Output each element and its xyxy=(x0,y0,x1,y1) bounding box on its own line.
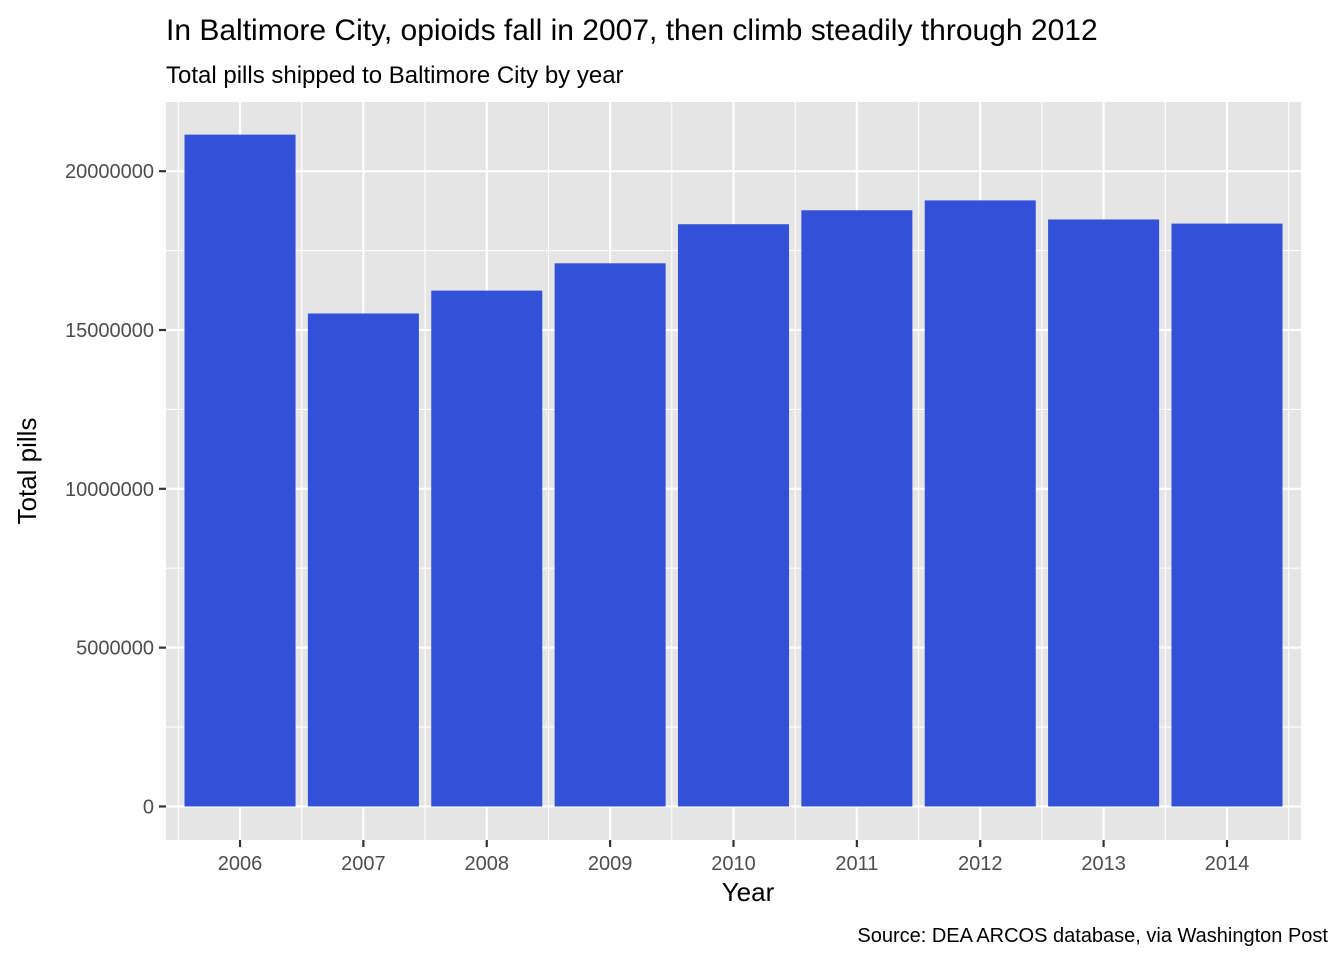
y-axis-label: Total pills xyxy=(12,418,42,525)
x-tick-label: 2009 xyxy=(588,853,633,875)
bar-2013 xyxy=(1048,219,1160,807)
y-axis: 0 5000000 10000000 15000000 20000000 xyxy=(65,161,166,818)
bar-2008 xyxy=(431,290,543,807)
bar-2007 xyxy=(307,313,419,807)
x-tick-label: 2007 xyxy=(341,853,386,875)
y-tick-label: 15000000 xyxy=(65,320,154,342)
y-tick-label: 5000000 xyxy=(76,638,154,660)
x-axis: 2006 2007 2008 2009 2010 2011 2012 2013 2014 xyxy=(218,840,1249,875)
y-tick-label: 20000000 xyxy=(65,161,154,183)
chart-title: In Baltimore City, opioids fall in 2007,… xyxy=(166,14,1098,47)
x-tick-label: 2011 xyxy=(835,853,878,875)
y-tick-label: 10000000 xyxy=(65,479,154,501)
x-axis-label: Year xyxy=(722,877,775,907)
x-tick-label: 2006 xyxy=(218,853,263,875)
x-tick-label: 2012 xyxy=(958,853,1003,875)
y-tick-label: 0 xyxy=(143,796,154,818)
bar-2006 xyxy=(184,134,296,807)
x-tick-label: 2014 xyxy=(1205,853,1250,875)
x-tick-label: 2008 xyxy=(465,853,510,875)
chart-subtitle: Total pills shipped to Baltimore City by… xyxy=(166,62,624,89)
bars xyxy=(184,134,1283,807)
bar-2011 xyxy=(801,210,913,807)
x-tick-label: 2013 xyxy=(1081,853,1126,875)
x-tick-label: 2010 xyxy=(711,853,756,875)
bar-2014 xyxy=(1171,223,1283,807)
bar-2010 xyxy=(677,224,790,807)
bar-2009 xyxy=(554,263,666,807)
bar-2012 xyxy=(924,200,1036,807)
chart-caption: Source: DEA ARCOS database, via Washingt… xyxy=(857,925,1328,947)
